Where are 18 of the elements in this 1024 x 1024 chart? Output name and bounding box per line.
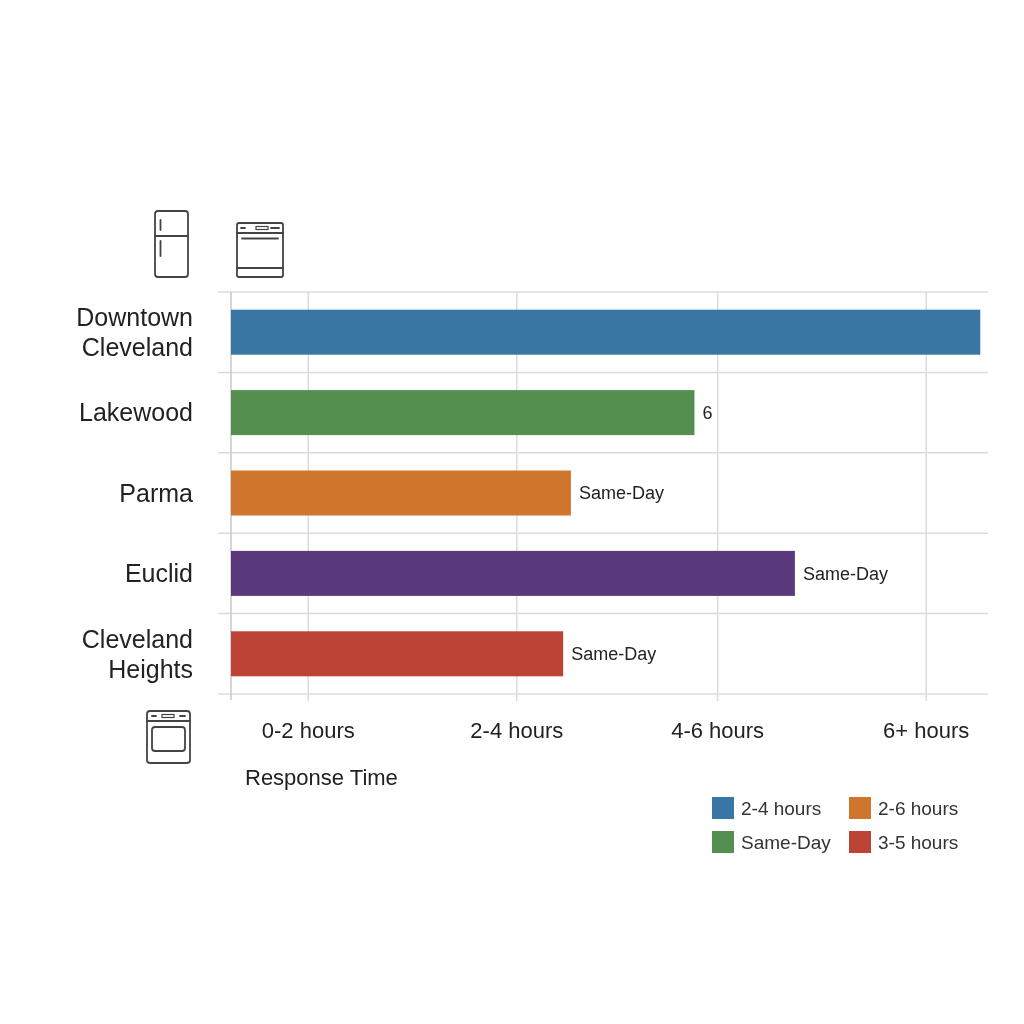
y-tick-label: Euclid (124, 559, 193, 588)
y-tick-label: Lakewood (79, 398, 193, 427)
ref-line-label: 0-2 hours (261, 717, 355, 743)
ref-line-label: 6+ hours (883, 717, 970, 743)
x-axis-title: Response Time (245, 764, 398, 790)
legend-label: 3-5 hours (878, 831, 959, 853)
data-label: Same-Day (578, 483, 664, 504)
data-label: Same-Day (802, 563, 888, 584)
ref-line-label: 4-6 hours (671, 717, 765, 743)
ref-line-label: 2-4 hours (470, 717, 564, 743)
y-tick-label: Downtown Cleveland (76, 302, 193, 361)
legend-label: 2-6 hours (878, 797, 959, 819)
legend-label: Same-Day (741, 831, 832, 853)
y-tick-label: Parma (119, 478, 194, 507)
y-tick-label: Cleveland Heights (81, 624, 193, 683)
legend-label: 2-4 hours (741, 797, 822, 819)
data-label: 6 (702, 402, 713, 423)
data-label: Same-Day (571, 644, 657, 665)
